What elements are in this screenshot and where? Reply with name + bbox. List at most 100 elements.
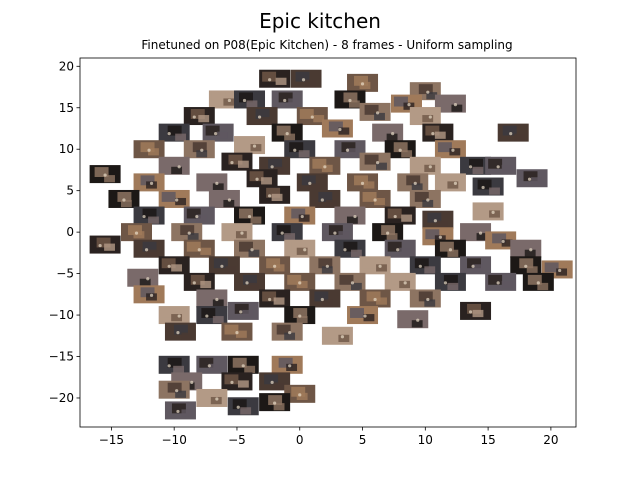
thumbnail-marker — [221, 223, 253, 242]
thumbnail-marker — [359, 152, 391, 171]
thumbnail-marker — [321, 119, 353, 138]
y-tick-label: 5 — [66, 184, 74, 198]
thumbnail-marker — [384, 206, 416, 225]
thumbnail-marker — [127, 268, 159, 287]
thumbnail-marker — [259, 256, 291, 275]
thumbnail-marker — [158, 380, 190, 399]
thumbnail-marker — [409, 189, 441, 208]
y-tick-label: 10 — [59, 142, 74, 156]
thumbnail-marker — [472, 177, 504, 196]
y-tick-label: 0 — [66, 225, 74, 239]
thumbnail-marker — [372, 223, 404, 242]
thumbnail-marker — [121, 223, 153, 242]
thumbnail-marker — [284, 239, 316, 258]
thumbnail-marker — [422, 210, 454, 229]
thumbnail-marker — [321, 223, 353, 242]
thumbnail-marker — [271, 123, 303, 142]
thumbnail-marker — [409, 256, 441, 275]
x-tick-label: 20 — [543, 433, 558, 447]
thumbnail-marker — [397, 310, 429, 329]
thumbnail-marker — [460, 223, 492, 242]
thumbnail-marker — [271, 223, 303, 242]
y-tick-label: −10 — [49, 308, 74, 322]
plot-axes: −15 −10 −5 0 5 10 15 20 −20 −15 −10 −5 0 5 10 15 20 — [49, 57, 577, 447]
thumbnail-marker — [158, 256, 190, 275]
thumbnail-marker — [347, 173, 379, 192]
thumbnail-marker — [516, 169, 548, 188]
thumbnail-marker — [309, 256, 341, 275]
y-tick-label: −20 — [49, 391, 74, 405]
thumbnail-marker — [284, 384, 316, 403]
thumbnail-marker — [164, 322, 196, 341]
thumbnail-marker — [133, 173, 165, 192]
thumbnail-marker — [384, 239, 416, 258]
thumbnail-marker — [284, 140, 316, 159]
thumbnail-marker — [309, 189, 341, 208]
thumbnail-marker — [485, 231, 517, 250]
thumbnail-marker — [183, 239, 215, 258]
thumbnail-marker — [133, 140, 165, 159]
thumbnail-marker — [359, 102, 391, 121]
thumbnail-marker — [158, 306, 190, 325]
y-tick-label: 15 — [59, 101, 74, 115]
thumbnail-marker — [227, 301, 259, 320]
thumbnail-marker — [284, 306, 316, 325]
thumbnail-marker — [409, 289, 441, 308]
thumbnail-marker — [347, 306, 379, 325]
thumbnail-marker — [196, 173, 228, 192]
thumbnail-marker — [158, 355, 190, 374]
thumbnail-marker — [271, 322, 303, 341]
thumbnail-marker — [422, 123, 454, 142]
thumbnail-marker — [234, 206, 266, 225]
thumbnail-marker — [246, 107, 278, 126]
thumbnail-marker — [434, 94, 466, 113]
thumbnail-marker — [234, 136, 266, 155]
thumbnail-marker — [510, 256, 542, 275]
thumbnail-marker — [359, 189, 391, 208]
thumbnail-marker — [434, 239, 466, 258]
thumbnail-marker — [171, 223, 203, 242]
thumbnail-marker — [227, 355, 259, 374]
thumbnail-marker — [208, 256, 240, 275]
thumbnail-marker — [290, 69, 322, 88]
thumbnail-marker — [434, 272, 466, 291]
thumbnail-marker — [158, 189, 190, 208]
thumbnail-marker — [183, 107, 215, 126]
thumbnail-marker — [259, 289, 291, 308]
thumbnail-layer — [89, 69, 573, 420]
thumbnail-marker — [309, 156, 341, 175]
y-axis: −20 −15 −10 −5 0 5 10 15 20 — [49, 59, 80, 405]
thumbnail-marker — [133, 206, 165, 225]
thumbnail-marker — [158, 123, 190, 142]
axes-frame — [79, 57, 577, 428]
thumbnail-marker — [196, 306, 228, 325]
thumbnail-marker — [227, 397, 259, 416]
thumbnail-marker — [321, 326, 353, 345]
x-axis: −15 −10 −5 0 5 10 15 20 — [99, 427, 559, 447]
thumbnail-marker — [384, 272, 416, 291]
thumbnail-marker — [334, 272, 366, 291]
thumbnail-marker — [334, 239, 366, 258]
thumbnail-marker — [334, 206, 366, 225]
y-tick-label: −5 — [56, 267, 74, 281]
thumbnail-marker — [183, 206, 215, 225]
thumbnail-marker — [460, 301, 492, 320]
thumbnail-marker — [259, 69, 291, 88]
thumbnail-marker — [409, 156, 441, 175]
thumbnail-marker — [89, 165, 121, 184]
thumbnail-marker — [284, 272, 316, 291]
thumbnail-marker — [296, 173, 328, 192]
thumbnail-marker — [133, 239, 165, 258]
x-tick-label: 5 — [359, 433, 367, 447]
thumbnail-marker — [347, 73, 379, 92]
thumbnail-marker — [221, 152, 253, 171]
thumbnail-marker — [89, 235, 121, 254]
thumbnail-marker — [359, 256, 391, 275]
thumbnail-marker — [309, 289, 341, 308]
thumbnail-marker — [208, 90, 240, 109]
thumbnail-marker — [234, 272, 266, 291]
thumbnail-marker — [246, 169, 278, 188]
thumbnail-marker — [183, 140, 215, 159]
thumbnail-marker — [133, 285, 165, 304]
